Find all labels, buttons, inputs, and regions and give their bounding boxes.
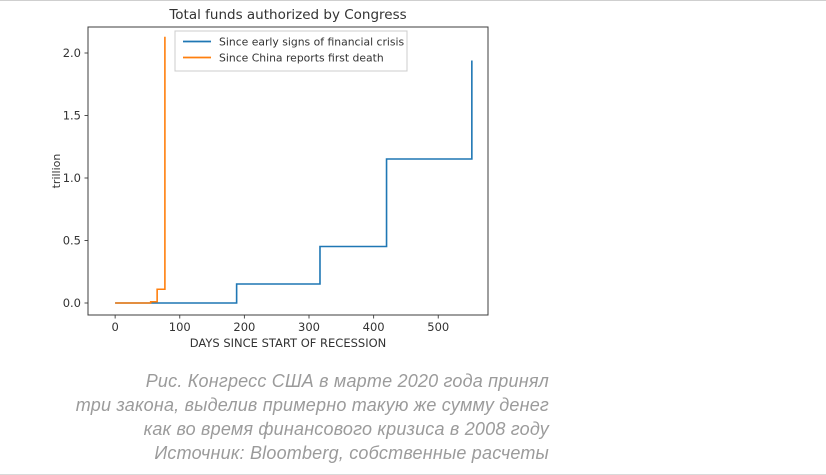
x-tick-label: 200	[233, 320, 255, 334]
y-tick-label: 0.5	[63, 234, 81, 248]
caption-line: Рис. Конгресс США в марте 2020 года прин…	[145, 371, 549, 391]
legend-label: Since early signs of financial crisis	[219, 35, 405, 48]
y-tick-label: 0.0	[63, 296, 81, 310]
y-axis-label: trillion	[50, 154, 63, 189]
legend-box	[174, 30, 408, 72]
chart: Total funds authorized by Congress 0 100 20…	[50, 7, 489, 350]
chart-title: Total funds authorized by Congress	[168, 7, 406, 23]
figure-caption: Рис. Конгресс США в марте 2020 года прин…	[0, 369, 549, 465]
caption-line: как во время финансового кризиса в 2008 …	[143, 419, 549, 439]
caption-line: Источник: Bloomberg, собственные расчеты	[154, 443, 549, 463]
y-tick-label: 2.0	[63, 46, 81, 60]
plot-border	[87, 26, 489, 316]
x-tick-label: 100	[169, 320, 191, 334]
series-line	[115, 36, 166, 304]
x-tick-label: 400	[363, 320, 385, 334]
x-tick-label: 300	[298, 320, 320, 334]
caption-line: три закона, выделив примерно такую же су…	[75, 395, 549, 415]
x-tick-label: 500	[427, 320, 449, 334]
y-tick-label: 1.5	[63, 109, 81, 123]
legend-label: Since China reports first death	[219, 51, 384, 64]
y-tick-label: 1.0	[63, 171, 81, 185]
top-separator	[0, 0, 826, 1]
x-tick-label: 0	[111, 320, 118, 334]
x-axis-label: DAYS SINCE START OF RECESSION	[190, 336, 387, 350]
series-line	[115, 60, 473, 304]
